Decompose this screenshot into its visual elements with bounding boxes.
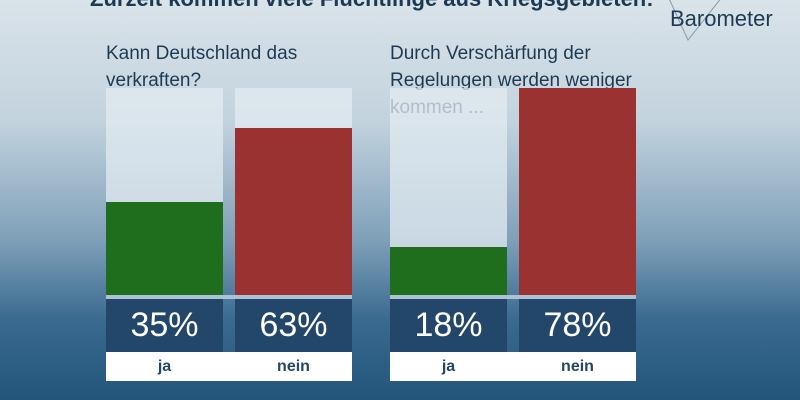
bar-ja bbox=[106, 202, 223, 295]
divider-strip bbox=[390, 295, 636, 299]
value-label: 35% bbox=[106, 299, 223, 352]
category-label: nein bbox=[561, 358, 594, 375]
bar-track bbox=[235, 88, 352, 295]
bar-ja bbox=[390, 247, 507, 295]
bar-track bbox=[390, 88, 507, 295]
category-label: ja bbox=[157, 358, 172, 375]
category-label-row: ja nein bbox=[106, 352, 352, 381]
category-label-row: ja nein bbox=[390, 352, 636, 381]
divider-strip bbox=[106, 295, 352, 299]
logo-text: Barometer bbox=[670, 6, 773, 31]
category-label: nein bbox=[277, 358, 310, 375]
bar-nein bbox=[519, 88, 636, 295]
bar-track bbox=[106, 88, 223, 295]
page-title: Zurzeit kommen viele Flüchtlinge aus Kri… bbox=[90, 0, 654, 12]
value-label: 63% bbox=[235, 299, 352, 352]
bar-track bbox=[519, 88, 636, 295]
logo-triangle-icon bbox=[669, 0, 721, 41]
politbarometer-logo: Barometer bbox=[669, 0, 773, 41]
bar-nein bbox=[235, 127, 352, 295]
value-label: 18% bbox=[390, 299, 507, 352]
category-label: ja bbox=[441, 358, 456, 375]
chart-question: Kann Deutschland das verkraften? bbox=[106, 43, 298, 91]
value-label: 78% bbox=[519, 299, 636, 352]
